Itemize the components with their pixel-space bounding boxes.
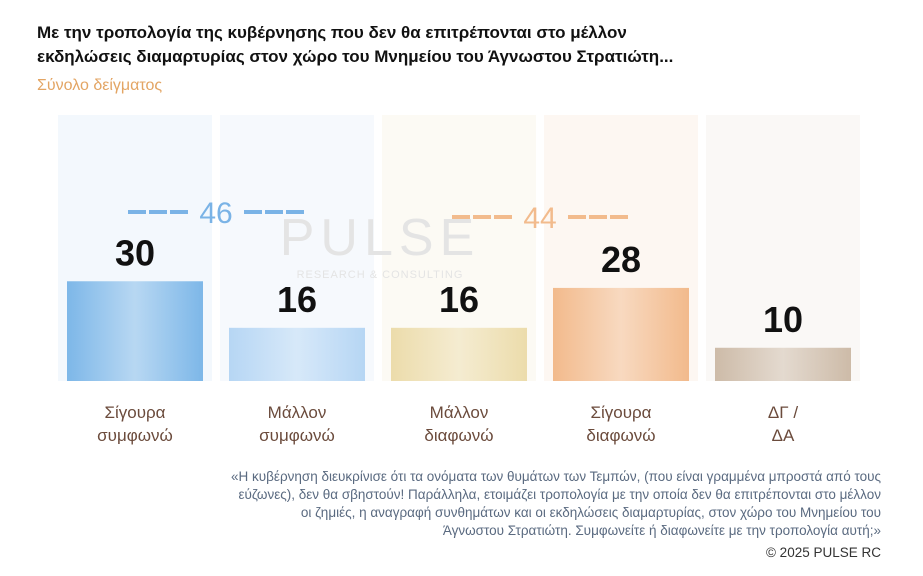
value-label: 16	[277, 279, 317, 320]
watermark: PULSE	[280, 209, 481, 267]
bar	[391, 327, 527, 381]
category-label: συμφωνώ	[97, 426, 173, 445]
watermark: RESEARCH & CONSULTING	[297, 269, 464, 281]
group-total: 44	[523, 202, 556, 235]
chart-subtitle: Σύνολο δείγματος	[37, 77, 162, 94]
category-label: Σίγουρα	[104, 403, 165, 422]
group-total: 46	[199, 197, 232, 230]
chart-title: εκδηλώσεις διαμαρτυρίας στον χώρο του Μν…	[37, 47, 673, 66]
note: Άγνωστου Στρατιώτη. Συμφωνείτε ή διαφωνε…	[443, 523, 881, 538]
category-label: Σίγουρα	[590, 403, 651, 422]
note: εύζωνες), δεν θα σβηστούν! Παράλληλα, ετ…	[238, 487, 881, 502]
bar	[553, 287, 689, 381]
bar	[715, 347, 851, 381]
category-label: διαφωνώ	[424, 426, 493, 445]
panel	[706, 115, 860, 381]
value-label: 16	[439, 279, 479, 320]
bar	[67, 281, 203, 381]
credit: © 2025 PULSE RC	[766, 545, 881, 560]
value-label: 10	[763, 299, 803, 340]
note: οι ζημιές, η αναγραφή συνθημάτων και οι …	[301, 505, 881, 520]
bar	[229, 327, 365, 381]
value-label: 28	[601, 239, 641, 280]
category-label: Μάλλον	[268, 403, 327, 422]
chart-title: Με την τροπολογία της κυβέρνησης που δεν…	[37, 23, 627, 42]
value-label: 30	[115, 232, 155, 273]
category-label: ΔΓ /	[768, 403, 798, 422]
category-label: διαφωνώ	[586, 426, 655, 445]
category-label: συμφωνώ	[259, 426, 335, 445]
note: «Η κυβέρνηση διευκρίνισε ότι τα ονόματα …	[231, 469, 881, 484]
category-label: Μάλλον	[430, 403, 489, 422]
category-label: ΔΑ	[772, 426, 795, 445]
